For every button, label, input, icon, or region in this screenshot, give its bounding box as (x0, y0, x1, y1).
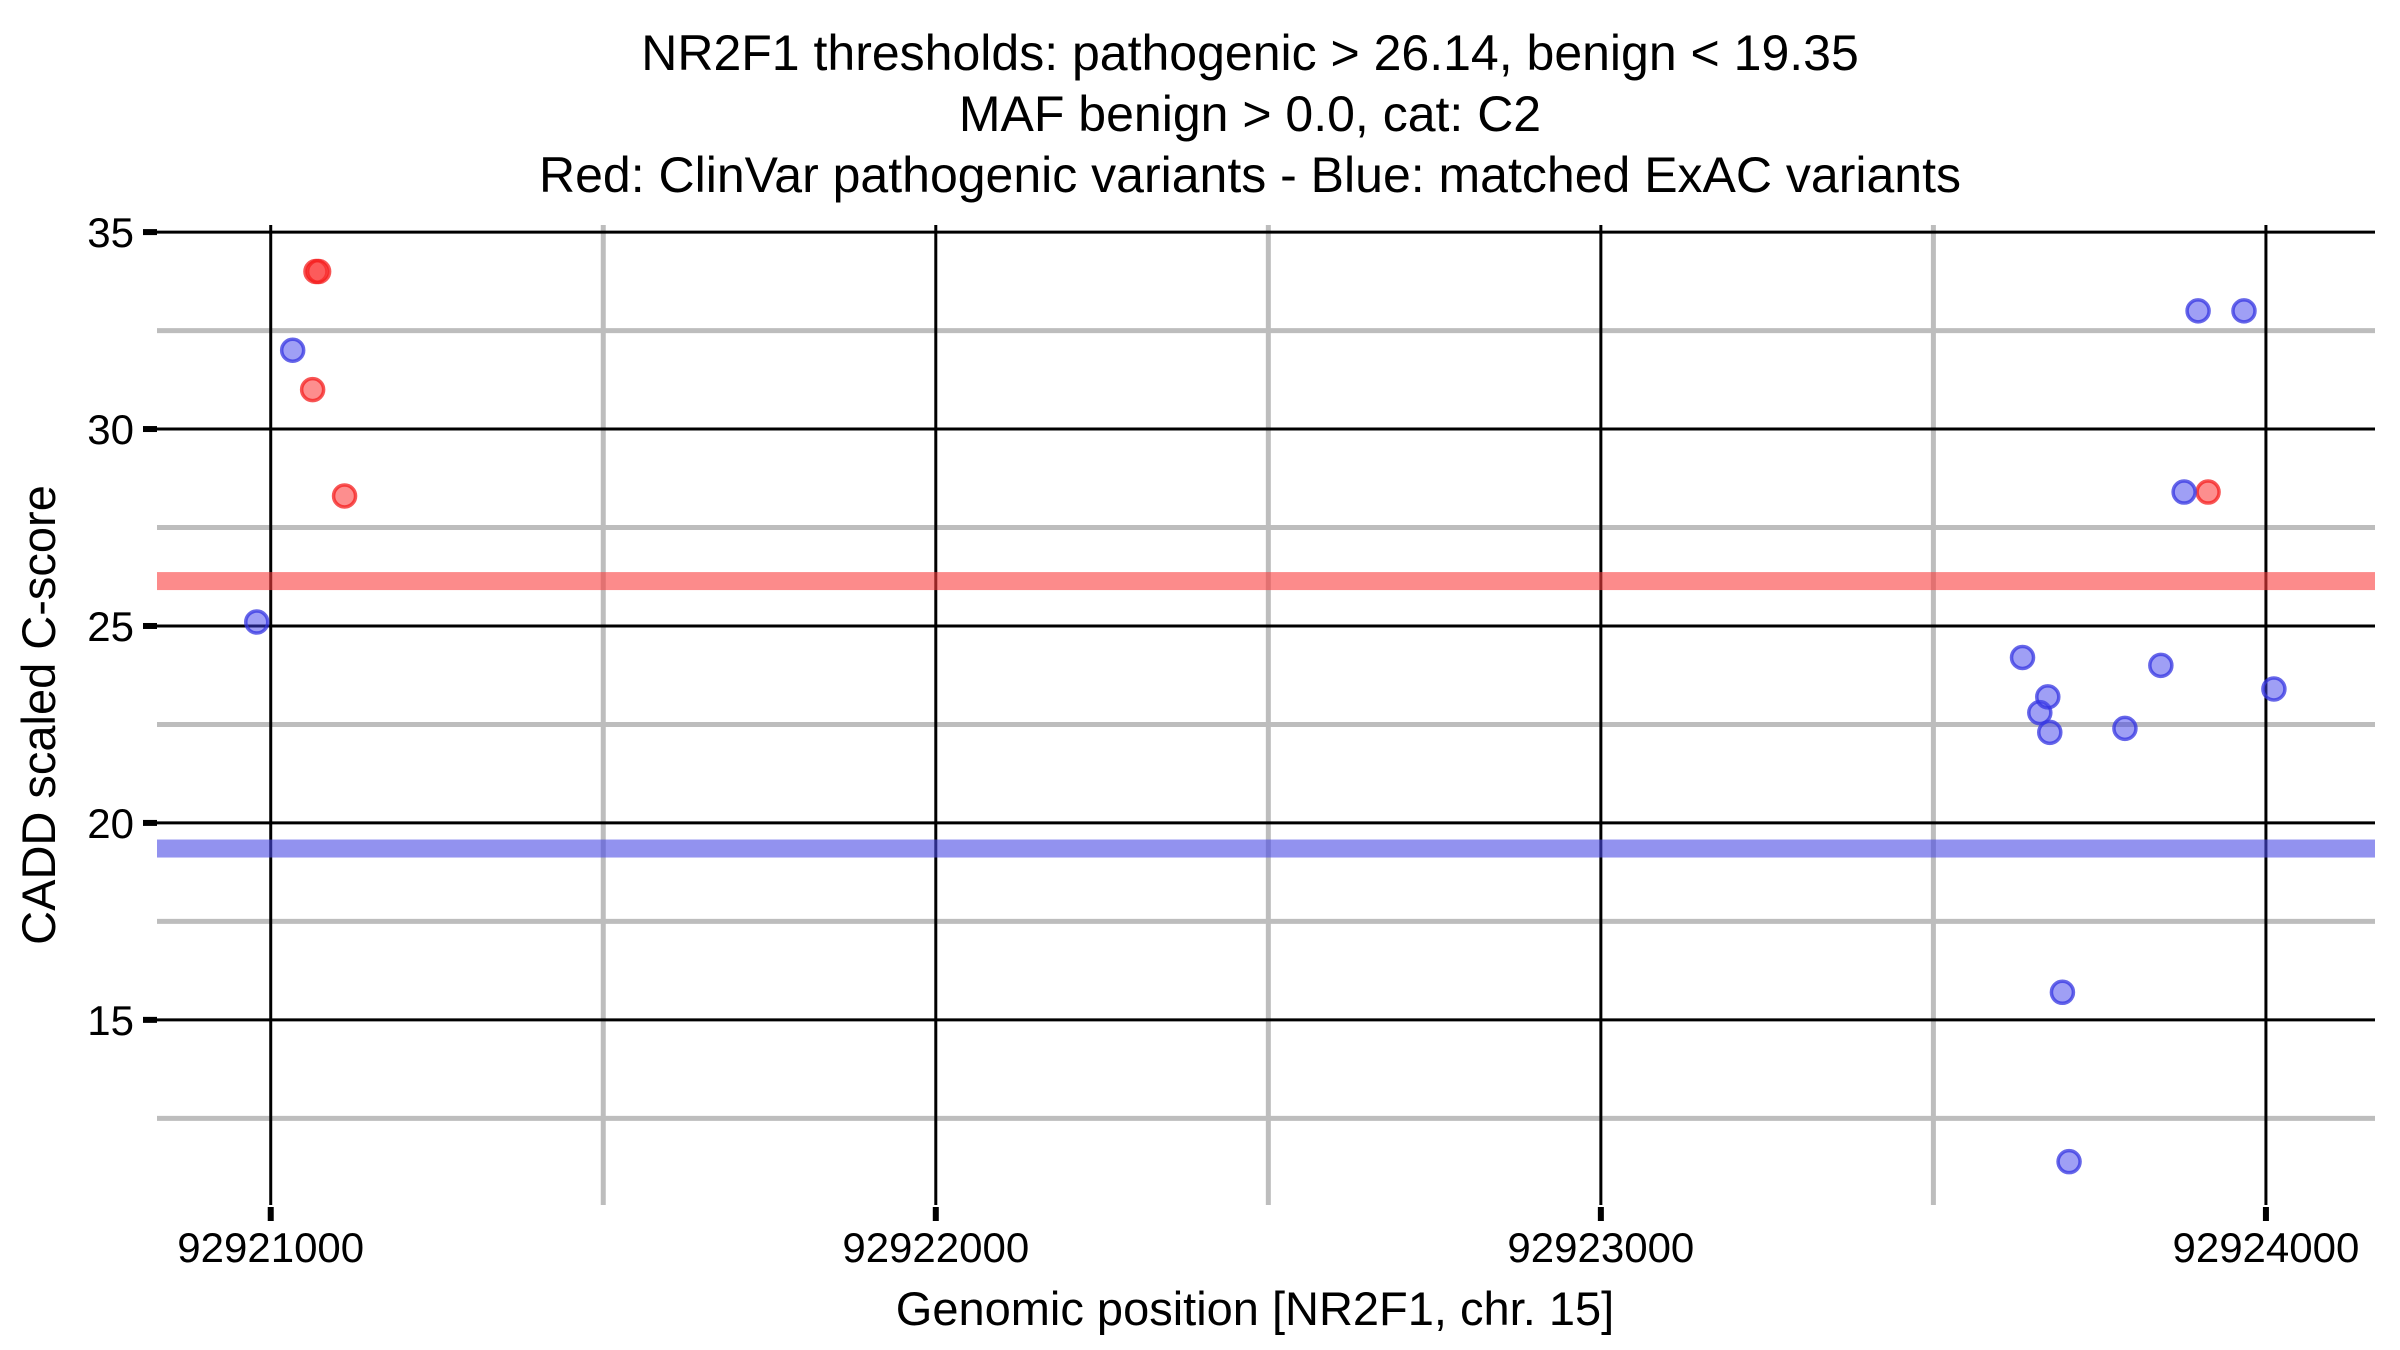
pathogenic-variant-point (331, 483, 358, 509)
data-points (244, 258, 2287, 1175)
x-tick-label: 92924000 (2172, 1224, 2359, 1271)
chart-title-line-1: NR2F1 thresholds: pathogenic > 26.14, be… (641, 25, 1859, 81)
pathogenic-variant-point (299, 376, 326, 403)
chart-title-line-2: MAF benign > 0.0, cat: C2 (959, 86, 1541, 142)
axis-ticks-and-labels: 92921000 92922000 92923000 92924000 15 20 25 30… (87, 209, 2359, 1271)
exac-variant-point (2035, 684, 2061, 710)
exac-variant-point (2009, 644, 2036, 671)
exac-variant-point (2112, 715, 2138, 742)
exac-variant-point (2185, 298, 2211, 324)
chart-title-line-3: Red: ClinVar pathogenic variants - Blue:… (539, 147, 1961, 203)
pathogenic-variant-point (2195, 479, 2221, 505)
exac-variant-point (2056, 1148, 2082, 1175)
exac-variant-point (2037, 719, 2063, 746)
y-tick-label: 15 (87, 997, 134, 1044)
exac-variant-point (2261, 676, 2287, 702)
x-tick-label: 92921000 (177, 1224, 364, 1271)
pathogenic-variant-point (305, 258, 332, 285)
y-tick-label: 20 (87, 800, 134, 847)
x-axis-title: Genomic position [NR2F1, chr. 15] (896, 1282, 1614, 1335)
x-tick-label: 92923000 (1507, 1224, 1694, 1271)
gridlines (157, 225, 2375, 1205)
y-tick-label: 35 (87, 209, 134, 256)
x-tick-label: 92922000 (842, 1224, 1029, 1271)
threshold-bands (157, 572, 2375, 858)
y-axis-title: CADD scaled C-score (12, 485, 65, 945)
y-tick-label: 30 (87, 406, 134, 453)
benign-threshold-band (157, 839, 2375, 858)
exac-variant-point (244, 609, 270, 635)
pathogenic-threshold-band (157, 572, 2375, 591)
y-tick-label: 25 (87, 603, 134, 650)
exac-variant-point (2231, 298, 2257, 324)
exac-variant-point (279, 337, 306, 364)
exac-variant-point (2171, 479, 2197, 505)
exac-variant-point (2049, 979, 2076, 1006)
exac-variant-point (2148, 652, 2174, 679)
